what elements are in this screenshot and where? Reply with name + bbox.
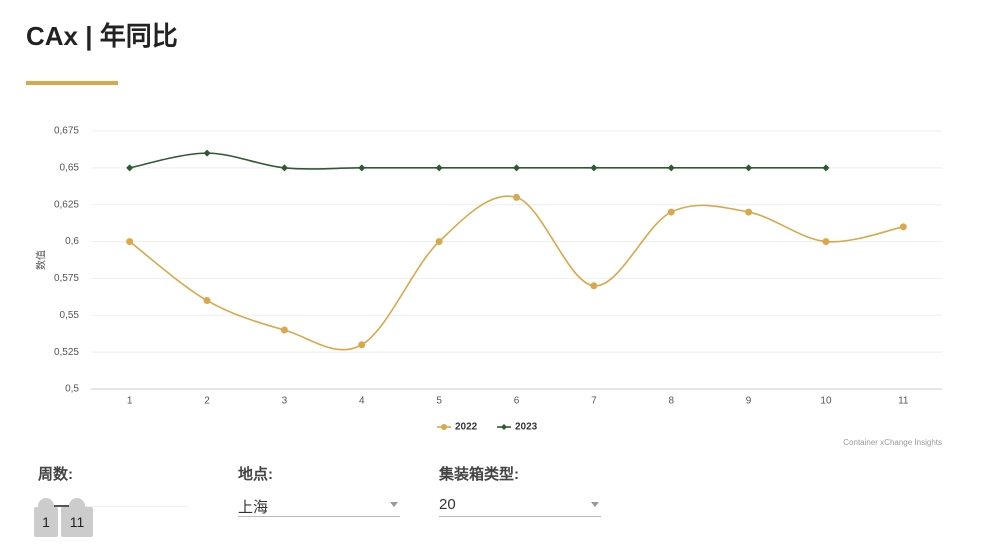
point bbox=[280, 326, 288, 334]
x-tick-label: 5 bbox=[436, 396, 442, 407]
legend-marker bbox=[501, 424, 507, 430]
credit: Container xChange Insights bbox=[843, 438, 942, 447]
point bbox=[822, 164, 830, 172]
y-tick-label: 0,55 bbox=[60, 310, 80, 321]
slider-max[interactable]: 11 bbox=[61, 507, 93, 537]
x-tick-label: 8 bbox=[668, 396, 674, 407]
point bbox=[203, 297, 211, 305]
x-tick-label: 1 bbox=[127, 396, 133, 407]
point bbox=[358, 164, 366, 172]
x-tick-label: 9 bbox=[746, 396, 752, 407]
slider-range bbox=[46, 505, 76, 507]
y-tick-label: 0,525 bbox=[54, 347, 79, 358]
x-tick-label: 7 bbox=[591, 396, 597, 407]
series-line bbox=[129, 152, 826, 170]
point bbox=[435, 238, 443, 246]
y-tick-label: 0,6 bbox=[65, 236, 79, 247]
filter-label: 地点: bbox=[238, 466, 273, 483]
legend-marker bbox=[441, 424, 447, 430]
y-axis-label: 数值 bbox=[35, 250, 48, 270]
x-tick-label: 11 bbox=[898, 396, 909, 407]
title-accent bbox=[26, 81, 118, 85]
legend-label: 2022 bbox=[455, 422, 478, 433]
slider-min[interactable]: 1 bbox=[34, 507, 58, 537]
point bbox=[822, 238, 830, 246]
point bbox=[590, 282, 598, 290]
point bbox=[126, 238, 134, 246]
point bbox=[745, 208, 753, 216]
point bbox=[435, 164, 443, 172]
y-tick-label: 0,5 bbox=[65, 384, 79, 395]
x-tick-label: 6 bbox=[514, 396, 520, 407]
y-tick-label: 0,575 bbox=[54, 273, 79, 284]
point bbox=[513, 193, 520, 201]
point bbox=[203, 149, 211, 157]
page-title: CAx | 年同比 bbox=[26, 21, 178, 51]
chart: 0,5 0,525 0,55 0,575 0,6 0,625 0,65 0,675 1 2 3 4 5 6… bbox=[35, 126, 942, 447]
x-tick-label: 3 bbox=[282, 396, 288, 407]
location-select[interactable]: 上海 bbox=[238, 496, 400, 517]
legend-label: 2023 bbox=[515, 422, 538, 433]
x-tick-label: 10 bbox=[820, 396, 832, 407]
slider-track bbox=[46, 506, 188, 507]
point bbox=[667, 164, 675, 172]
point bbox=[126, 164, 134, 172]
y-tick-label: 0,625 bbox=[54, 199, 79, 210]
point bbox=[513, 164, 520, 172]
point bbox=[280, 164, 288, 172]
container-select[interactable]: 20 bbox=[439, 496, 601, 517]
x-tick-label: 4 bbox=[359, 396, 365, 407]
point bbox=[899, 223, 907, 231]
point bbox=[745, 164, 753, 172]
point bbox=[590, 164, 598, 172]
filter-label: 周数: bbox=[38, 466, 73, 483]
point bbox=[667, 208, 675, 216]
y-tick-label: 0,65 bbox=[60, 162, 80, 173]
filter-label: 集装箱类型: bbox=[439, 466, 519, 483]
y-tick-label: 0,675 bbox=[54, 126, 79, 137]
x-tick-label: 2 bbox=[204, 396, 210, 407]
point bbox=[358, 341, 366, 349]
series-line bbox=[129, 195, 904, 351]
